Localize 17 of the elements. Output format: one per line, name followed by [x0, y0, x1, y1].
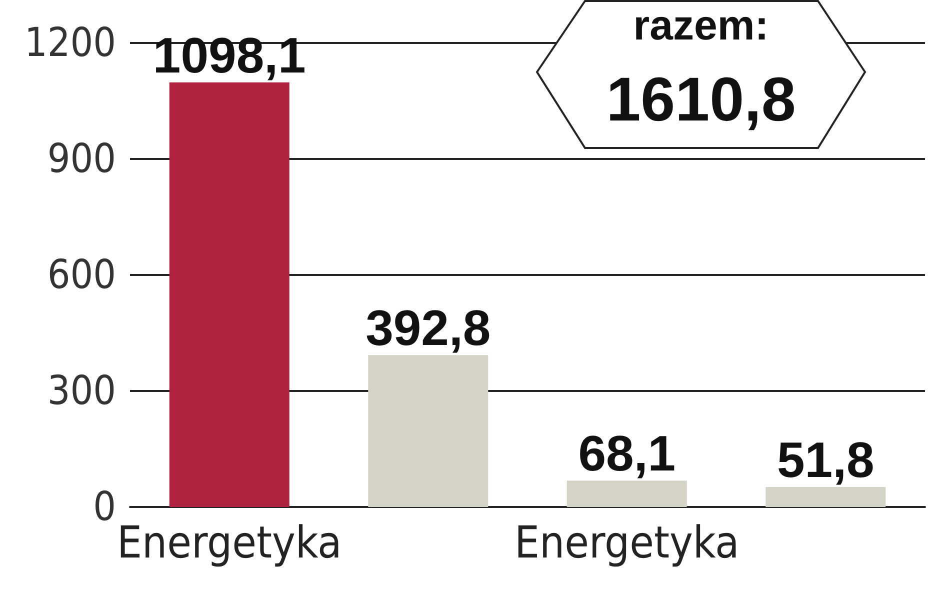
annotation: 1610,8: [606, 66, 796, 134]
y-tick-label: 0: [93, 484, 116, 530]
y-tick-label: 300: [47, 368, 116, 414]
annotation: razem:: [633, 2, 769, 48]
data-label: 68,1: [578, 426, 676, 482]
bar: [766, 486, 886, 507]
bar: [169, 82, 290, 507]
data-label: 392,8: [366, 300, 491, 356]
bar: [566, 480, 687, 507]
bar: [368, 355, 488, 507]
y-tick-label: 600: [47, 252, 116, 298]
data-label: 51,8: [776, 432, 874, 488]
data-label: 1098,1: [152, 27, 306, 84]
y-tick-label: 1200: [24, 20, 116, 66]
y-tick-label: 900: [47, 136, 116, 182]
x-tick-label: Energetyka: [116, 518, 342, 568]
x-tick-label: Energetyka: [514, 518, 740, 568]
